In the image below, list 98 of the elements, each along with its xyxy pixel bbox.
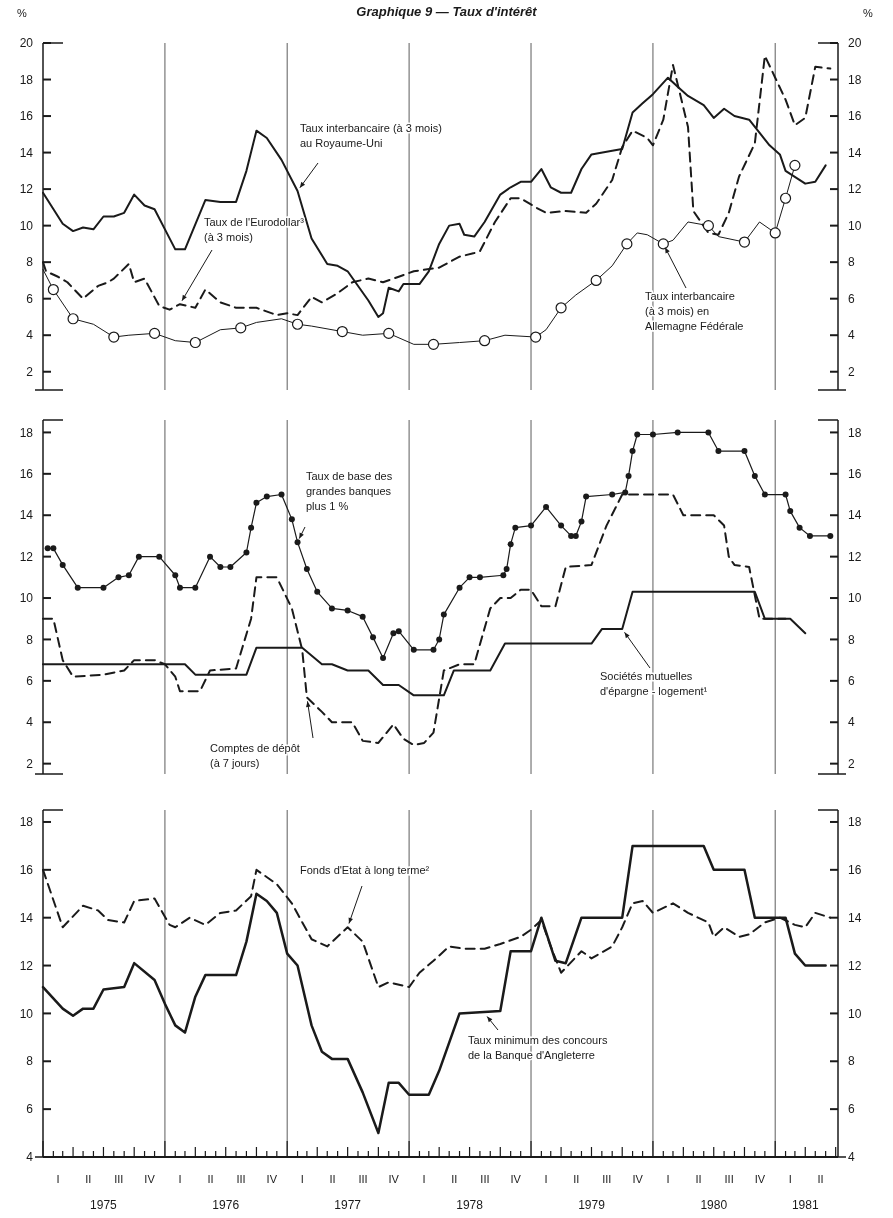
y-tick-label: 4 <box>26 1150 34 1165</box>
y-tick-label: 18 <box>19 815 34 830</box>
y-tick-label: 16 <box>19 467 34 482</box>
y2-tick-label: 4 <box>848 1150 855 1165</box>
y2-tick-label: 2 <box>848 364 855 379</box>
y2-tick-label: 8 <box>848 632 855 647</box>
x-tick-label: 1975 <box>90 1198 118 1212</box>
y2-tick-label: 12 <box>848 549 862 564</box>
text: I <box>544 1173 548 1185</box>
y2-tick-label: 18 <box>848 425 862 440</box>
text: III <box>114 1173 124 1185</box>
x-tick-label: 1980 <box>700 1198 728 1212</box>
text: II <box>329 1173 336 1185</box>
y-tick-label: 6 <box>26 674 34 689</box>
y-tick-label: 4 <box>26 328 34 343</box>
text: II <box>207 1173 214 1185</box>
y-tick-label: 18 <box>19 72 34 87</box>
chart-title: Graphique 9 — Taux d'intérêt <box>356 4 538 19</box>
y2-tick-label: 12 <box>848 958 862 973</box>
y2-tick-label: 6 <box>848 1102 855 1117</box>
y-tick-label: 10 <box>19 1006 34 1021</box>
y-tick-label: 16 <box>19 109 34 124</box>
text: II <box>573 1173 580 1185</box>
annotation: Taux minimum des concours de la Banque d'Angleterre <box>468 1034 608 1061</box>
text: III <box>480 1173 490 1185</box>
y2-tick-label: 16 <box>848 863 862 878</box>
y-tick-label: 6 <box>26 1102 34 1117</box>
x-tick-label: 1979 <box>578 1198 606 1212</box>
text: II <box>695 1173 702 1185</box>
y2-tick-label: 16 <box>848 467 862 482</box>
y-tick-label: 12 <box>19 549 34 564</box>
y2-tick-label: 6 <box>848 674 855 689</box>
y-tick-label: 10 <box>19 591 34 606</box>
text: IV <box>632 1173 644 1185</box>
y-tick-label: 16 <box>19 863 34 878</box>
y2-tick-label: 10 <box>848 218 862 233</box>
annotation: Sociétés mutuelles d'épargne - logement¹ <box>600 670 708 697</box>
x-tick-label: 1977 <box>334 1198 362 1212</box>
text: IV <box>388 1173 400 1185</box>
y2-tick-label: 14 <box>848 145 862 160</box>
text: I <box>422 1173 426 1185</box>
annotation: Taux de base des grandes banques plus 1 % <box>306 470 393 512</box>
y2-tick-label: 4 <box>848 715 855 730</box>
text: IV <box>266 1173 278 1185</box>
text: I <box>788 1173 792 1185</box>
y2-tick-label: 12 <box>848 182 862 197</box>
y-tick-label: 20 <box>19 36 34 51</box>
annotation: Taux de l'Eurodollar³ (à 3 mois) <box>204 216 305 243</box>
y2-tick-label: 16 <box>848 109 862 124</box>
text: IV <box>144 1173 156 1185</box>
text: I <box>178 1173 182 1185</box>
y2-axis-title: % <box>863 7 874 19</box>
y2-tick-label: 8 <box>848 255 855 270</box>
y-tick-label: 12 <box>19 182 34 197</box>
annotation: Taux interbancaire (à 3 mois) au Royaume-Uni <box>300 122 442 149</box>
y2-tick-label: 6 <box>848 291 855 306</box>
y2-tick-label: 2 <box>848 756 855 771</box>
y-tick-label: 14 <box>19 910 34 925</box>
y-tick-label: 18 <box>19 425 34 440</box>
y-tick-label: 10 <box>19 218 34 233</box>
y-tick-label: 8 <box>26 1054 34 1069</box>
y2-tick-label: 10 <box>848 591 862 606</box>
text: III <box>236 1173 246 1185</box>
text: III <box>358 1173 368 1185</box>
text: II <box>85 1173 92 1185</box>
y2-tick-label: 8 <box>848 1054 855 1069</box>
y2-tick-label: 18 <box>848 72 862 87</box>
y2-tick-label: 4 <box>848 328 855 343</box>
text: I <box>300 1173 304 1185</box>
annotation: Fonds d'Etat à long terme² <box>300 864 430 876</box>
text: II <box>817 1173 824 1185</box>
y2-tick-label: 14 <box>848 508 862 523</box>
text: IV <box>754 1173 766 1185</box>
annotation: Comptes de dépôt (à 7 jours) <box>210 742 300 769</box>
y-tick-label: 2 <box>26 756 34 771</box>
text: I <box>666 1173 670 1185</box>
y-tick-label: 6 <box>26 291 34 306</box>
y-tick-label: 14 <box>19 145 34 160</box>
x-tick-label: 1981 <box>791 1198 819 1212</box>
y-tick-label: 14 <box>19 508 34 523</box>
text: III <box>602 1173 612 1185</box>
x-tick-label: 1978 <box>456 1198 484 1212</box>
y-tick-label: 8 <box>26 632 34 647</box>
y-tick-label: 12 <box>19 958 34 973</box>
y-tick-label: 8 <box>26 255 34 270</box>
y-tick-label: 2 <box>26 364 34 379</box>
text: IV <box>510 1173 522 1185</box>
y-tick-label: 4 <box>26 715 34 730</box>
x-tick-label: 1976 <box>212 1198 240 1212</box>
y2-tick-label: 18 <box>848 815 862 830</box>
text: I <box>56 1173 60 1185</box>
text: II <box>451 1173 458 1185</box>
y2-tick-label: 10 <box>848 1006 862 1021</box>
y2-tick-label: 20 <box>848 36 862 51</box>
y-axis-title: % <box>17 7 28 19</box>
y2-tick-label: 14 <box>848 910 862 925</box>
annotation: Taux interbancaire (à 3 mois) en Allemagne Fédérale <box>645 290 744 332</box>
text: III <box>724 1173 734 1185</box>
